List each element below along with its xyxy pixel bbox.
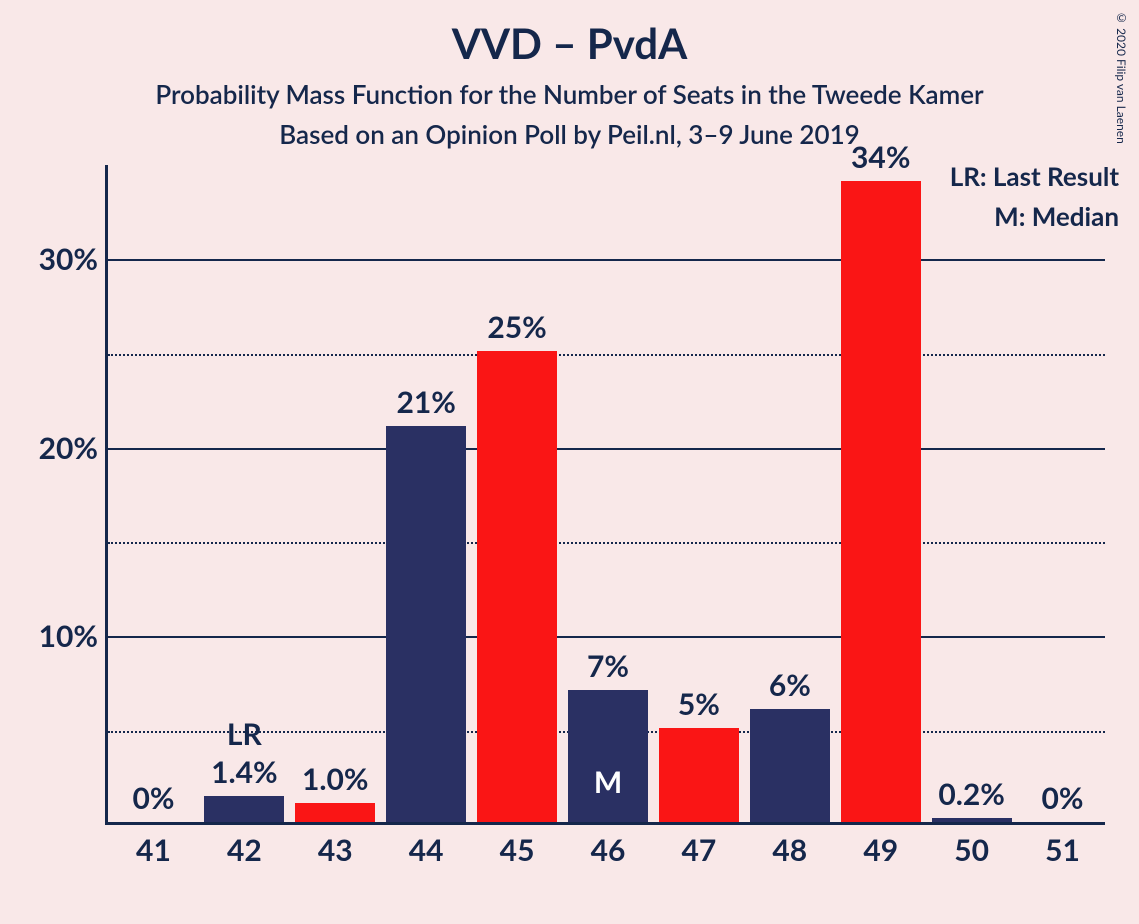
- bar-value-label: 0.2%: [938, 776, 1005, 812]
- plot-area: 10%20%30%0%411.4%LR421.0%4321%4425%457%M…: [105, 165, 1105, 825]
- bar-slot: 0%51: [1023, 162, 1103, 822]
- y-axis-tick-label: 20%: [28, 430, 98, 466]
- bar-slot: 1.4%LR42: [204, 162, 284, 822]
- bar-slot: 5%47: [659, 162, 739, 822]
- bar-slot: 34%49: [841, 162, 921, 822]
- x-axis-tick-label: 51: [1045, 832, 1080, 868]
- bar-slot: 6%48: [750, 162, 830, 822]
- bar-value-label: 0%: [1042, 780, 1084, 816]
- chart-title: VVD – PvdA: [0, 18, 1139, 68]
- bar-slot: 25%45: [477, 162, 557, 822]
- bar-slot: 0.2%50: [932, 162, 1012, 822]
- bar-value-label: 1.0%: [302, 761, 369, 797]
- y-axis-tick-label: 30%: [28, 241, 98, 277]
- median-marker: M: [594, 764, 622, 800]
- bar: [841, 181, 921, 822]
- x-axis-tick-label: 49: [863, 832, 898, 868]
- y-axis-tick-label: 10%: [28, 618, 98, 654]
- chart-subtitle-2: Based on an Opinion Poll by Peil.nl, 3–9…: [0, 118, 1139, 150]
- bar-slot: 21%44: [386, 162, 466, 822]
- bar-value-label: 1.4%: [211, 754, 278, 790]
- bar: [750, 709, 830, 822]
- x-axis-tick-label: 41: [136, 832, 171, 868]
- pmf-bar-chart: VVD – PvdA Probability Mass Function for…: [0, 0, 1139, 924]
- copyright-text: © 2020 Filip van Laenen: [1114, 10, 1129, 144]
- x-axis-tick-label: 48: [772, 832, 807, 868]
- bar-value-label: 34%: [851, 139, 910, 175]
- bar-value-label: 25%: [487, 309, 546, 345]
- bar: [204, 796, 284, 822]
- x-axis-tick-label: 44: [409, 832, 444, 868]
- x-axis-tick-label: 47: [682, 832, 717, 868]
- x-axis-tick-label: 42: [227, 832, 262, 868]
- last-result-marker: LR: [227, 716, 262, 752]
- bar: [568, 690, 648, 822]
- x-axis-tick-label: 46: [591, 832, 626, 868]
- bar: [932, 818, 1012, 822]
- bar-value-label: 21%: [396, 384, 455, 420]
- x-axis-tick-label: 45: [500, 832, 535, 868]
- bar: [295, 803, 375, 822]
- bar-value-label: 0%: [132, 780, 174, 816]
- x-axis-tick-label: 50: [954, 832, 989, 868]
- bar: [386, 426, 466, 822]
- bar-value-label: 5%: [678, 686, 720, 722]
- bar-slot: 7%M46: [568, 162, 648, 822]
- bar-slot: 0%41: [113, 162, 193, 822]
- bar: [659, 728, 739, 822]
- x-axis-tick-label: 43: [318, 832, 353, 868]
- bar-value-label: 7%: [587, 648, 629, 684]
- bar-value-label: 6%: [769, 667, 811, 703]
- bar: [477, 351, 557, 822]
- bar-slot: 1.0%43: [295, 162, 375, 822]
- chart-subtitle-1: Probability Mass Function for the Number…: [0, 78, 1139, 110]
